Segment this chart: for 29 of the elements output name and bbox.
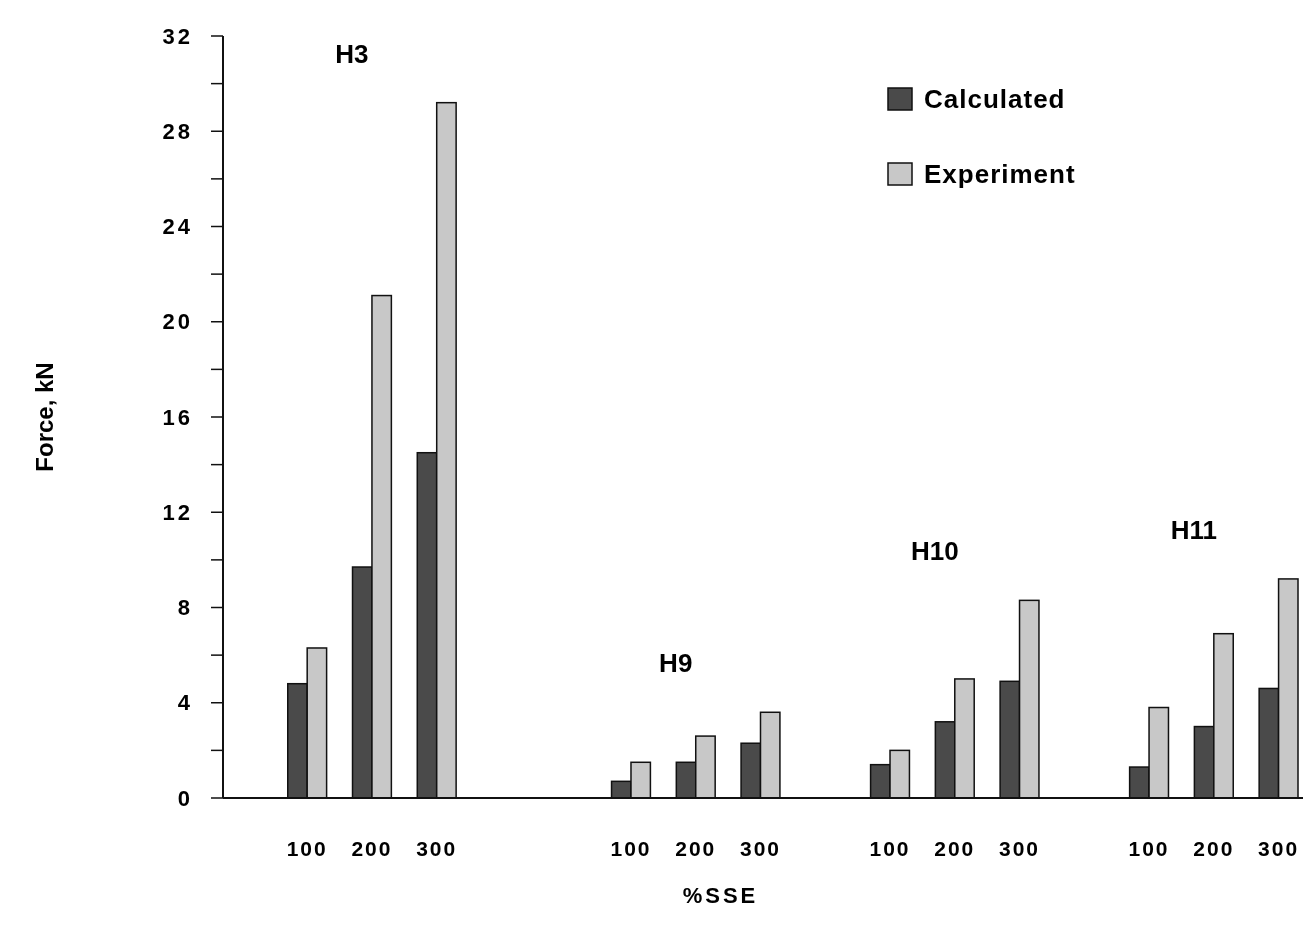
annotation: H11 [1170,514,1217,545]
y-tick-label: 12 [162,499,193,525]
x-tick-label: 200 [934,837,976,860]
y-tick-label: 28 [162,118,193,144]
annotation: H10 [910,536,959,567]
legend-label: Experiment [924,159,1076,190]
y-tick-label: 32 [162,23,193,49]
y-tick-label: 20 [162,309,193,335]
y-tick-label: 4 [177,690,193,716]
y-tick-label: 8 [177,595,193,621]
y-tick-label: 24 [162,214,193,240]
x-tick-label: 300 [739,837,782,860]
y-tick-label: 0 [177,785,193,811]
legend-label: Calculated [924,84,1066,115]
x-axis-title: %SSE [682,883,759,908]
y-axis-title: Force, kN [31,362,58,472]
x-tick-label: 100 [610,837,652,860]
x-tick-label: 200 [675,837,717,860]
y-tick-label: 16 [162,404,193,430]
x-tick-label: 100 [869,837,911,860]
x-tick-label: 200 [1193,837,1235,860]
x-tick-label: 100 [286,837,328,860]
annotation: H9 [659,648,693,679]
x-tick-label: 200 [351,837,393,860]
x-tick-label: 300 [999,837,1041,860]
x-tick-label: 100 [1128,837,1170,860]
x-tick-label: 300 [416,837,458,860]
annotation: H3 [335,38,369,69]
x-tick-label: 300 [1258,837,1300,860]
